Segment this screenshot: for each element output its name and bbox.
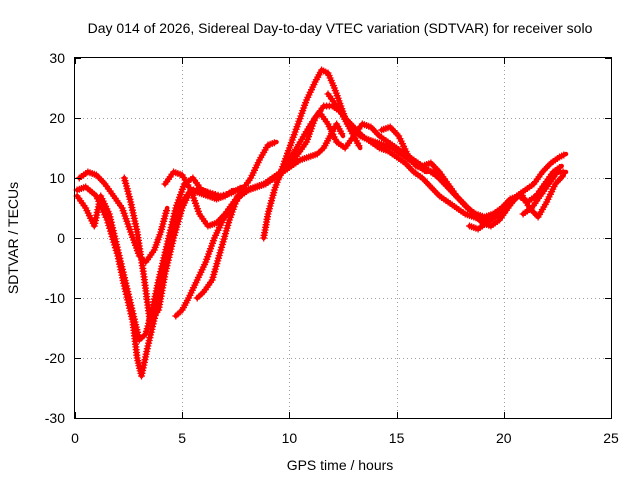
x-tick-label: 10: [282, 430, 298, 446]
y-tick-label: -20: [45, 350, 65, 366]
series-track-14: [519, 168, 569, 218]
y-tick-label: 20: [49, 110, 65, 126]
x-ticks: 0 5 10 15 20 25: [71, 58, 619, 446]
series-markers: [120, 174, 235, 326]
y-tick-label: 30: [49, 50, 65, 66]
series-track-12: [418, 151, 569, 230]
x-tick-label: 0: [71, 430, 79, 446]
y-tick-label: 0: [57, 230, 65, 246]
y-tick-label: 10: [49, 170, 65, 186]
plot-area: [73, 66, 569, 380]
series-markers: [519, 168, 567, 218]
y-ticks: -30 -20 -10 0 10 20 30: [45, 50, 611, 426]
series-markers: [466, 173, 566, 233]
series-track-13: [466, 172, 567, 233]
series-layer: [73, 66, 569, 380]
x-tick-label: 5: [178, 430, 186, 446]
y-tick-label: -30: [45, 410, 65, 426]
chart-title: Day 014 of 2026, Sidereal Day-to-day VTE…: [88, 20, 593, 36]
plot-frame: [74, 57, 612, 419]
x-axis-label: GPS time / hours: [287, 457, 394, 473]
y-axis-label: SDTVAR / TECUs: [5, 182, 21, 294]
series-track-4: [120, 174, 236, 326]
x-tick-label: 25: [603, 430, 619, 446]
y-tick-label: -10: [45, 290, 65, 306]
x-tick-label: 20: [496, 430, 512, 446]
series-track-10: [324, 90, 502, 224]
x-tick-label: 15: [389, 430, 405, 446]
